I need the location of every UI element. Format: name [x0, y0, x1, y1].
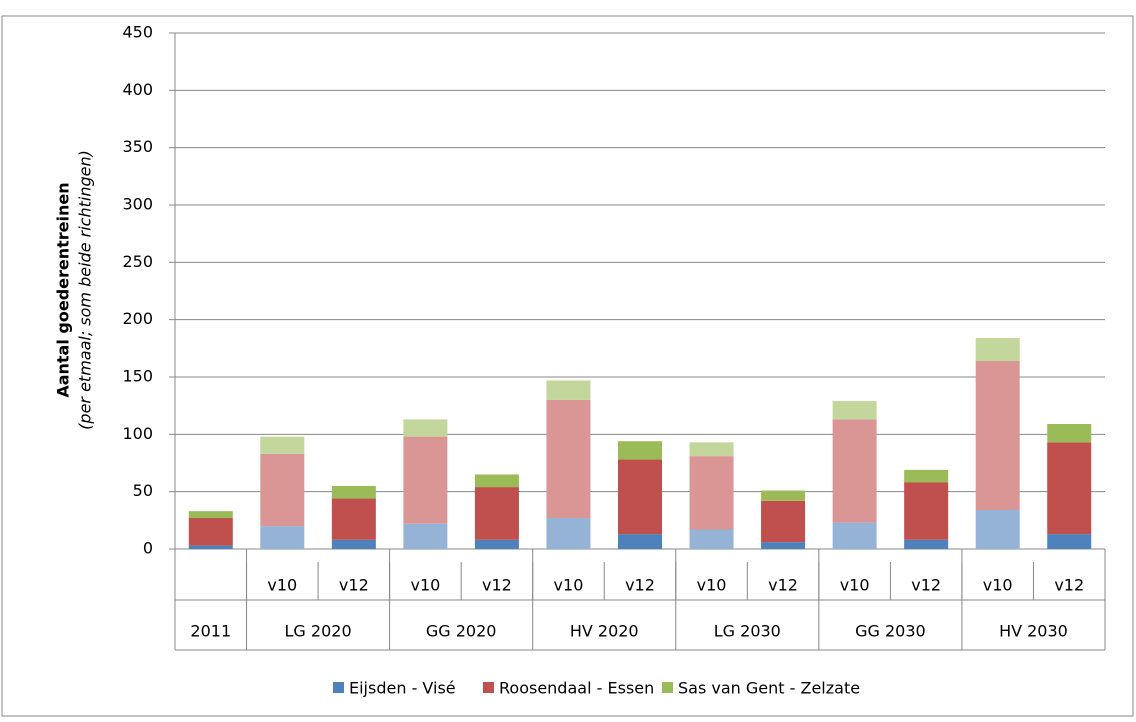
x-tick-label: v10 — [267, 576, 297, 595]
bar-segment — [618, 459, 662, 535]
bar-segment — [260, 526, 305, 549]
y-tick-label: 300 — [122, 195, 153, 214]
bar-segment — [689, 529, 734, 549]
bar-segment — [403, 436, 448, 524]
bar-segment — [761, 490, 806, 501]
bar-segment — [188, 518, 233, 546]
bar-segment — [546, 380, 591, 400]
legend-label: Roosendaal - Essen — [499, 679, 654, 698]
y-tick-label: 0 — [143, 539, 153, 558]
legend-swatch — [662, 682, 673, 693]
legend-label: Eijsden - Visé — [349, 679, 456, 698]
bar-segment — [832, 522, 877, 549]
y-tick-label: 350 — [122, 137, 153, 156]
x-tick-label: v10 — [983, 576, 1013, 595]
bar-segment — [331, 498, 376, 540]
y-tick-label: 450 — [122, 23, 153, 42]
x-tick-label: v10 — [697, 576, 727, 595]
bar-segment — [689, 442, 734, 457]
group-label: HV 2030 — [999, 622, 1068, 641]
bar-segment — [689, 456, 734, 530]
bar-segment — [474, 487, 519, 540]
x-tick-label: v12 — [625, 576, 655, 595]
y-tick-label: 400 — [122, 80, 153, 99]
bar-segment — [331, 485, 376, 499]
y-tick-label: 100 — [122, 424, 153, 443]
x-tick-label: v12 — [1054, 576, 1084, 595]
bar-segment — [904, 469, 949, 483]
y-tick-label: 50 — [133, 481, 153, 500]
bar-segment — [618, 534, 662, 549]
group-label: 2011 — [190, 622, 231, 641]
bar-segment — [761, 500, 806, 543]
bar-segment — [832, 419, 877, 523]
x-tick-label: v12 — [911, 576, 941, 595]
legend-label: Sas van Gent - Zelzate — [678, 679, 860, 698]
bar-segment — [618, 441, 662, 460]
bar-segment — [188, 545, 233, 549]
y-tick-label: 250 — [122, 252, 153, 271]
x-tick-label: v12 — [768, 576, 798, 595]
bar-segment — [188, 511, 233, 519]
group-label: LG 2030 — [714, 622, 781, 641]
x-tick-label: v12 — [339, 576, 369, 595]
group-label: HV 2020 — [570, 622, 639, 641]
bar-segment — [904, 482, 949, 540]
legend-swatch — [333, 682, 344, 693]
group-label: LG 2020 — [285, 622, 352, 641]
y-axis-subtitle: (per etmaal; som beide richtingen) — [76, 150, 95, 430]
x-tick-label: v10 — [554, 576, 584, 595]
bar-segment — [474, 539, 519, 549]
bar-segment — [1047, 442, 1092, 535]
bar-segment — [761, 542, 806, 549]
bar-segment — [975, 510, 1020, 549]
y-tick-label: 200 — [122, 309, 153, 328]
group-label: GG 2020 — [426, 622, 497, 641]
legend-swatch — [483, 682, 494, 693]
group-label: GG 2030 — [855, 622, 926, 641]
bar-segment — [546, 399, 591, 519]
bar-segment — [975, 360, 1020, 511]
bar-segment — [331, 539, 376, 549]
bar-segment — [474, 474, 519, 488]
bar-segment — [546, 518, 591, 549]
bar-segment — [260, 436, 305, 454]
bar-segment — [260, 453, 305, 527]
bar-segment — [1047, 424, 1092, 443]
bar-segment — [904, 539, 949, 549]
x-tick-label: v12 — [482, 576, 512, 595]
y-tick-label: 150 — [122, 367, 153, 386]
bar-segment — [403, 523, 448, 549]
y-axis-title: Aantal goederentreinen — [54, 182, 73, 397]
x-tick-label: v10 — [840, 576, 870, 595]
bar-segment — [832, 401, 877, 420]
bar-segment — [1047, 534, 1092, 549]
bar-segment — [975, 338, 1020, 361]
chart-frame — [1, 15, 1134, 717]
bar-segment — [403, 419, 448, 437]
x-tick-label: v10 — [410, 576, 440, 595]
